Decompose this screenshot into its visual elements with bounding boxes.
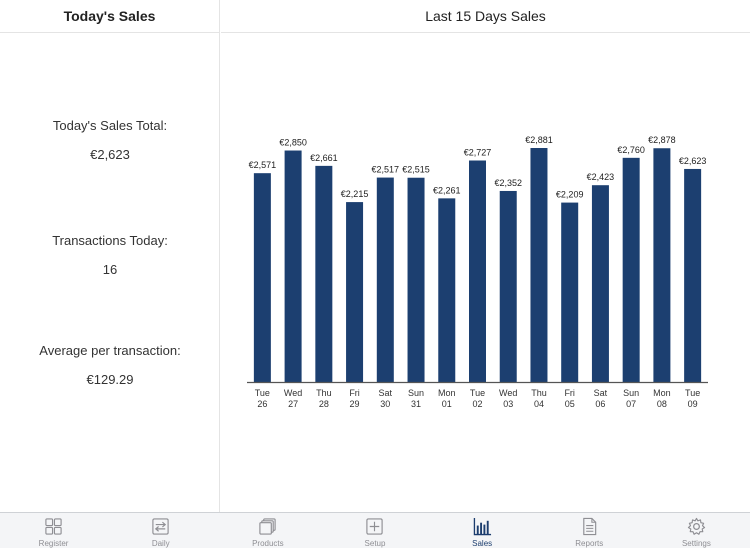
tab-sales[interactable]: Sales [429,513,536,548]
sales-icon [473,517,491,536]
transactions-label: Transactions Today: [52,233,168,248]
bar-value-label-8: €2,352 [494,178,522,188]
bar-value-label-12: €2,760 [617,145,645,155]
tick-date-label-4: 30 [380,399,390,409]
bar-5 [407,177,425,382]
sales-total-label: Today's Sales Total: [52,118,168,133]
bar-12 [622,157,640,382]
tab-register[interactable]: Register [0,513,107,548]
bar-7 [469,160,486,382]
bar-value-label-14: €2,623 [679,156,707,166]
tab-reports-label: Reports [575,539,604,548]
bar-1 [284,150,302,382]
sales-total-value: €2,623 [90,147,130,162]
bar-6 [438,198,456,382]
bar-value-label-2: €2,661 [310,153,338,163]
tick-date-label-10: 05 [565,399,575,409]
tab-sales-label: Sales [472,539,493,548]
tick-date-label-9: 04 [534,399,544,409]
tick-date-label-11: 06 [595,399,605,409]
tick-day-label-11: Sat [594,388,608,398]
bar-value-label-5: €2,515 [402,165,430,175]
tick-day-label-1: Wed [284,388,302,398]
bar-value-label-9: €2,881 [525,135,553,145]
average-label: Average per transaction: [39,343,181,358]
bar-value-label-0: €2,571 [249,160,277,170]
bar-9 [530,148,548,382]
tick-day-label-6: Mon [438,388,456,398]
tab-reports[interactable]: Reports [536,513,643,548]
sales-total-stat: Today's Sales Total: €2,623 [0,118,220,162]
bar-value-label-4: €2,517 [372,165,400,175]
tab-daily-label: Daily [151,539,170,548]
chart-title: Last 15 Days Sales [221,0,750,33]
tick-date-label-7: 02 [472,399,482,409]
transactions-value: 16 [102,262,118,277]
bar-value-label-1: €2,850 [279,138,307,148]
bar-13 [653,148,671,382]
tick-date-label-2: 28 [319,399,329,409]
bar-value-label-10: €2,209 [556,190,584,200]
tick-date-label-1: 27 [288,399,298,409]
tick-day-label-9: Thu [531,388,547,398]
bar-14 [684,168,702,382]
tab-products[interactable]: Products [214,513,321,548]
todays-sales-title: Today's Sales [0,0,219,33]
bar-10 [561,202,579,382]
tick-day-label-7: Tue [470,388,485,398]
tab-products-label: Products [252,539,284,548]
setup-icon [366,518,384,535]
bar-value-label-6: €2,261 [433,185,461,195]
sales-bar-chart: €2,571Tue26€2,850Wed27€2,661Thu28€2,215F… [247,135,708,409]
bar-3 [346,202,364,382]
tab-register-label: Register [38,539,69,548]
tick-date-label-5: 31 [411,399,421,409]
tab-setup-label: Setup [364,539,386,548]
bar-value-label-7: €2,727 [464,148,492,158]
settings-icon [687,517,706,535]
daily-icon [152,518,169,535]
tick-day-label-4: Sat [379,388,393,398]
tick-day-label-12: Sun [623,388,639,398]
bar-8 [499,190,517,382]
bar-value-label-3: €2,215 [341,189,369,199]
bar-2 [315,165,333,382]
tick-date-label-3: 29 [350,399,360,409]
tab-setup[interactable]: Setup [321,513,428,548]
tab-settings-label: Settings [681,539,711,548]
tick-date-label-13: 08 [657,399,667,409]
tick-day-label-0: Tue [255,388,270,398]
tick-day-label-13: Mon [653,388,671,398]
tick-day-label-2: Thu [316,388,332,398]
transactions-stat: Transactions Today: 16 [0,233,220,277]
bar-11 [591,185,609,382]
todays-sales-panel: Today's Sales Today's Sales Total: €2,62… [0,0,220,512]
reports-icon [582,517,597,536]
tick-day-label-14: Tue [685,388,700,398]
tab-daily[interactable]: Daily [107,513,214,548]
average-stat: Average per transaction: €129.29 [0,343,220,387]
tick-day-label-10: Fri [564,388,575,398]
sales-chart-panel: Last 15 Days Sales €2,571 Tue 26 €2,850 Wed 2… [221,0,750,512]
bar-value-label-11: €2,423 [587,172,615,182]
tick-day-label-8: Wed [499,388,517,398]
tick-date-label-8: 03 [503,399,513,409]
tick-date-label-6: 01 [442,399,452,409]
tab-settings[interactable]: Settings [643,513,750,548]
bar-4 [376,177,394,382]
tick-day-label-5: Sun [408,388,424,398]
bar-0 [253,173,271,382]
tick-date-label-0: 26 [257,399,267,409]
bar-value-label-13: €2,878 [648,135,676,145]
average-value: €129.29 [86,372,134,387]
products-icon [259,518,277,535]
tab-bar: Register Daily Products Setup Sales [0,512,750,548]
tick-date-label-14: 09 [688,399,698,409]
tick-day-label-3: Fri [349,388,360,398]
tick-date-label-12: 07 [626,399,636,409]
register-icon [45,518,62,535]
